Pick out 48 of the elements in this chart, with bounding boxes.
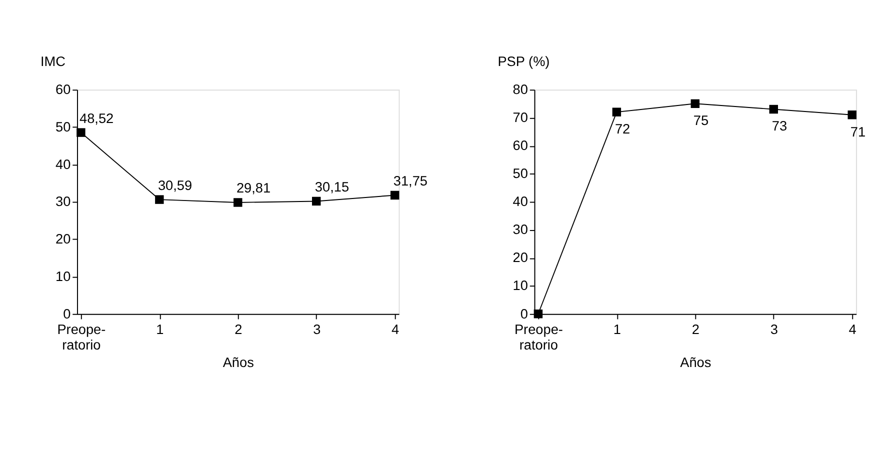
data-label: 75 (693, 113, 709, 128)
y-tick-label: 40 (56, 156, 72, 172)
x-tick-label: 3 (770, 322, 778, 337)
y-tick-label: 60 (56, 82, 72, 98)
y-tick-label: 40 (512, 194, 528, 210)
y-axis-title: PSP (%) (498, 54, 550, 69)
point (234, 198, 242, 207)
x-tick-label: Preope- ratorio (514, 322, 563, 352)
y-axis-title: IMC (40, 54, 66, 69)
x-tick-label: 3 (313, 322, 321, 337)
point (390, 190, 400, 200)
x-tick-label: 1 (156, 322, 164, 337)
data-label: 31,75 (393, 173, 428, 188)
data-label: 30,59 (158, 178, 192, 193)
data-label: 73 (772, 118, 788, 134)
data-label: 72 (614, 122, 630, 137)
y-tick-label: 30 (512, 222, 528, 238)
y-tick-label: 10 (56, 268, 72, 284)
point (848, 110, 856, 120)
x-axis-title: Años (222, 355, 254, 370)
point (312, 196, 321, 206)
point (769, 104, 778, 114)
x-tick-label: 4 (392, 322, 400, 337)
x-tick-label: Preope- ratorio (57, 322, 106, 352)
y-tick-label: 50 (512, 166, 528, 182)
y-tick-label: 60 (512, 138, 528, 154)
data-label: 48,52 (79, 110, 114, 126)
x-tick-label: 2 (234, 322, 242, 337)
y-tick-label: 30 (56, 194, 72, 210)
data-label: 30,15 (314, 179, 350, 194)
y-tick-label: 0 (63, 306, 72, 322)
y-tick-label: 10 (512, 278, 528, 294)
point (690, 99, 700, 108)
x-tick-label: 4 (848, 322, 857, 337)
point (612, 108, 622, 116)
point (76, 128, 86, 137)
y-tick-label: 0 (520, 306, 528, 322)
y-tick-label: 70 (512, 110, 528, 126)
y-tick-label: 20 (512, 250, 528, 266)
data-label: 29,81 (236, 180, 271, 196)
point (155, 195, 164, 204)
x-tick-label: 2 (692, 322, 700, 337)
data-label: 71 (850, 124, 866, 140)
x-tick-label: 1 (613, 322, 621, 337)
y-tick-label: 20 (56, 232, 72, 247)
y-tick-label: 50 (56, 119, 72, 134)
x-axis-title: Años (680, 355, 712, 370)
y-tick-label: 80 (512, 82, 528, 98)
